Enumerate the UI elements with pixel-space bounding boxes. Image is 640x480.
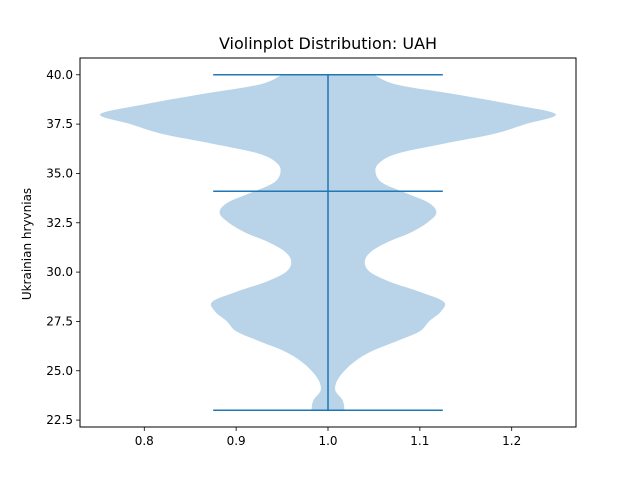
y-tick-label: 37.5 bbox=[46, 117, 73, 131]
x-tick-label: 1.0 bbox=[318, 434, 337, 448]
x-tick-label: 1.2 bbox=[502, 434, 521, 448]
y-tick-label: 35.0 bbox=[46, 166, 73, 180]
x-tick-label: 0.9 bbox=[227, 434, 246, 448]
y-tick-label: 32.5 bbox=[46, 216, 73, 230]
y-tick-label: 22.5 bbox=[46, 413, 73, 427]
y-tick-label: 25.0 bbox=[46, 364, 73, 378]
plot-area: 0.8 0.9 1.0 1.1 1.2 22.5 25.0 27.5 30.0 32.5 35.0 3… bbox=[46, 57, 577, 448]
y-tick-label: 30.0 bbox=[46, 265, 73, 279]
y-tick-label: 40.0 bbox=[46, 68, 73, 82]
y-tick-label: 27.5 bbox=[46, 314, 73, 328]
x-tick-label: 0.8 bbox=[135, 434, 154, 448]
x-tick-label: 1.1 bbox=[410, 434, 429, 448]
y-axis-label: Ukrainian hryvnias bbox=[20, 188, 34, 300]
chart-title: Violinplot Distribution: UAH bbox=[219, 34, 437, 53]
